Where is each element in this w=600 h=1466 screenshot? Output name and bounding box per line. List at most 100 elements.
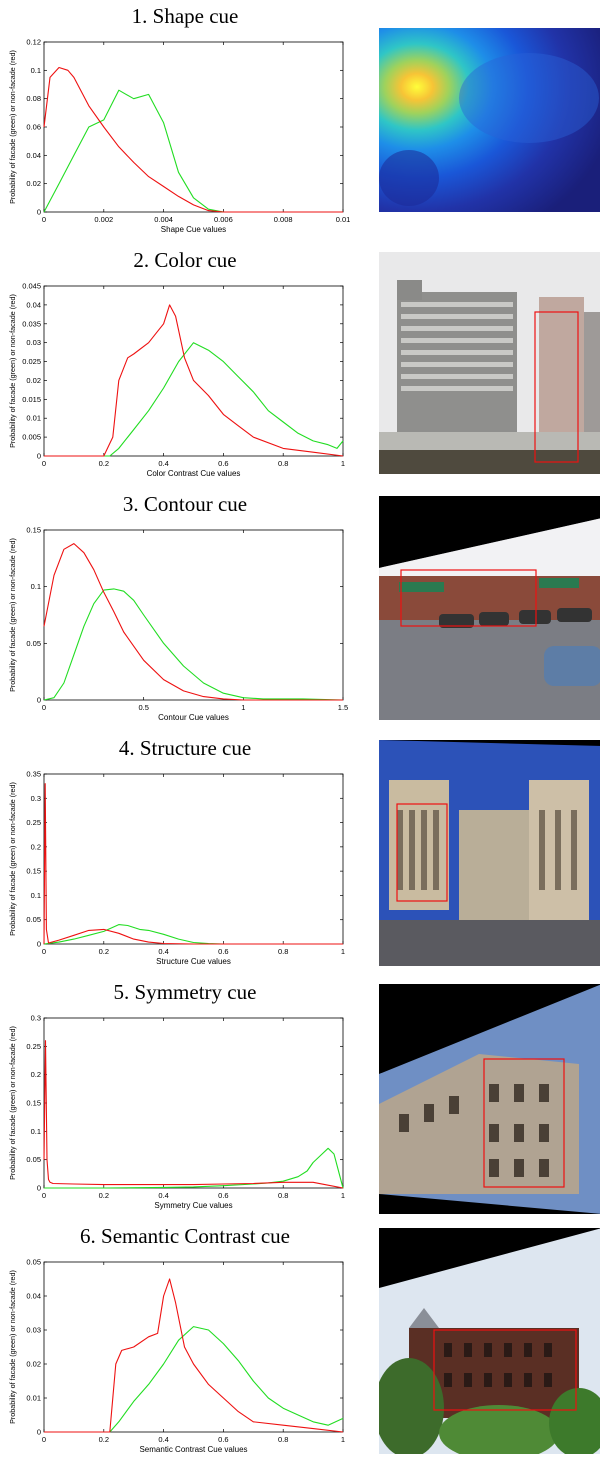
color-cue-chart: 0 0.2 0.4 0.6 0.8 1 0 0.005 0.01 0.015 0.02 0.025 0.… xyxy=(8,282,345,479)
symmetry-cue-example-photo xyxy=(379,984,600,1214)
contour-cue-chart: 0 0.5 1 1.5 0 0.05 0.1 0.15 Contour Cue values Pr… xyxy=(8,526,348,723)
x-tick-label: 0.01 xyxy=(336,215,351,224)
non-facade-series-line xyxy=(43,66,343,213)
y-tick-label: 0.035 xyxy=(22,319,41,328)
y-axis-label: Probability of facade (green) or non-fac… xyxy=(8,1026,17,1180)
y-tick-label: 0.15 xyxy=(26,526,41,535)
x-tick-label: 0.6 xyxy=(218,947,228,956)
y-tick-label: 0.01 xyxy=(26,1394,41,1403)
y-tick-label: 0.1 xyxy=(31,582,41,591)
panel-title-structure: 4. Structure cue xyxy=(118,736,252,760)
x-tick-label: 0 xyxy=(42,1191,46,1200)
y-tick-label: 0.05 xyxy=(26,639,41,648)
x-tick-label: 0.008 xyxy=(274,215,293,224)
y-axis-label: Probability of facade (green) or non-fac… xyxy=(8,538,17,692)
y-tick-label: 0.02 xyxy=(26,179,41,188)
plot-frame xyxy=(43,529,344,701)
y-tick-label: 0.05 xyxy=(26,1258,41,1267)
x-tick-label: 0.2 xyxy=(99,459,109,468)
y-tick-label: 0 xyxy=(37,1428,41,1437)
x-axis-label: Structure Cue values xyxy=(156,957,231,966)
x-tick-label: 0.6 xyxy=(218,459,228,468)
x-tick-label: 0 xyxy=(42,215,46,224)
non-facade-series-line xyxy=(43,543,343,701)
y-axis-label: Probability of facade (green) or non-fac… xyxy=(8,782,17,936)
panel-title-color: 2. Color cue xyxy=(133,248,237,272)
semantic-contrast-cue-chart: 0 0.2 0.4 0.6 0.8 1 0 0.01 0.02 0.03 0.04 0.05 Seman… xyxy=(8,1258,345,1455)
facade-series-line xyxy=(44,342,344,457)
color-cue-example-photo xyxy=(379,252,600,474)
symmetry-cue-chart: 0 0.2 0.4 0.6 0.8 1 0 0.05 0.1 0.15 0.2 0.25 0.3 Symm… xyxy=(8,1014,345,1211)
y-tick-label: 0.1 xyxy=(31,1127,41,1136)
x-tick-label: 0.002 xyxy=(94,215,113,224)
y-tick-label: 0.15 xyxy=(26,1099,41,1108)
y-tick-label: 0 xyxy=(37,940,41,949)
y-tick-label: 0.03 xyxy=(26,1326,41,1335)
panel-title-symmetry: 5. Symmetry cue xyxy=(113,980,257,1004)
plot-frame xyxy=(43,773,344,945)
y-tick-label: 0.2 xyxy=(31,1070,41,1079)
non-facade-series-line xyxy=(43,783,343,945)
x-tick-label: 0.8 xyxy=(278,459,288,468)
x-tick-label: 0.2 xyxy=(99,947,109,956)
y-tick-label: 0.04 xyxy=(26,151,41,160)
plot-frame xyxy=(43,285,344,457)
panel-title-contour: 3. Contour cue xyxy=(122,492,248,516)
x-tick-label: 0.2 xyxy=(99,1191,109,1200)
y-tick-label: 0.06 xyxy=(26,123,41,132)
facade-series-line xyxy=(44,1147,344,1189)
y-tick-label: 0.005 xyxy=(22,433,41,442)
x-tick-label: 0.8 xyxy=(278,947,288,956)
structure-cue-example-photo xyxy=(379,740,600,966)
y-tick-label: 0.25 xyxy=(26,818,41,827)
y-tick-label: 0.03 xyxy=(26,338,41,347)
y-tick-label: 0.15 xyxy=(26,867,41,876)
panel-title-shape: 1. Shape cue xyxy=(131,4,239,28)
shape-cue-chart: 0 0.002 0.004 0.006 0.008 0.01 0 0.02 0.04 0.06 0.… xyxy=(8,38,351,235)
x-axis-label: Symmetry Cue values xyxy=(154,1201,232,1210)
y-tick-label: 0.2 xyxy=(31,842,41,851)
y-tick-label: 0 xyxy=(37,1184,41,1193)
y-axis-label: Probability of facade (green) or non-fac… xyxy=(8,294,17,448)
x-tick-label: 0.4 xyxy=(158,1435,168,1444)
x-tick-label: 0.4 xyxy=(158,1191,168,1200)
y-tick-label: 0 xyxy=(37,208,41,217)
x-tick-label: 0.8 xyxy=(278,1191,288,1200)
x-axis-label: Semantic Contrast Cue values xyxy=(139,1445,247,1454)
y-tick-label: 0.015 xyxy=(22,395,41,404)
x-axis-label: Contour Cue values xyxy=(158,713,229,722)
non-facade-series-line xyxy=(43,1040,344,1189)
x-tick-label: 0 xyxy=(42,947,46,956)
x-tick-label: 0.006 xyxy=(214,215,233,224)
facade-series-line xyxy=(43,588,344,701)
y-tick-label: 0.02 xyxy=(26,1360,41,1369)
x-tick-label: 0.6 xyxy=(218,1191,228,1200)
y-tick-label: 0.08 xyxy=(26,94,41,103)
y-axis-label: Probability of facade (green) or non-fac… xyxy=(8,1270,17,1424)
y-tick-label: 0.04 xyxy=(26,300,41,309)
x-tick-label: 1 xyxy=(341,1435,345,1444)
y-axis-label: Probability of facade (green) or non-fac… xyxy=(8,50,17,204)
y-tick-label: 0.02 xyxy=(26,376,41,385)
y-tick-label: 0.01 xyxy=(26,414,41,423)
plot-frame xyxy=(43,1261,344,1433)
x-tick-label: 1 xyxy=(341,947,345,956)
x-axis-label: Shape Cue values xyxy=(161,225,226,234)
shape-cue-heatmap xyxy=(379,28,600,212)
y-tick-label: 0.025 xyxy=(22,357,41,366)
x-tick-label: 1 xyxy=(341,1191,345,1200)
x-tick-label: 1 xyxy=(241,703,245,712)
non-facade-series-line xyxy=(44,304,344,457)
non-facade-series-line xyxy=(44,1278,344,1433)
x-tick-label: 0.4 xyxy=(158,947,168,956)
x-tick-label: 0 xyxy=(42,703,46,712)
x-tick-label: 0.5 xyxy=(138,703,148,712)
facade-series-line xyxy=(44,1326,344,1433)
y-tick-label: 0.1 xyxy=(31,891,41,900)
structure-cue-chart: 0 0.2 0.4 0.6 0.8 1 0 0.05 0.1 0.15 0.2 0.25 0.3 0.35… xyxy=(8,770,345,967)
y-tick-label: 0.3 xyxy=(31,794,41,803)
semantic-contrast-cue-example-photo xyxy=(379,1228,600,1454)
contour-cue-example-photo xyxy=(379,496,600,720)
plot-frame xyxy=(43,1017,344,1189)
x-tick-label: 0 xyxy=(42,1435,46,1444)
